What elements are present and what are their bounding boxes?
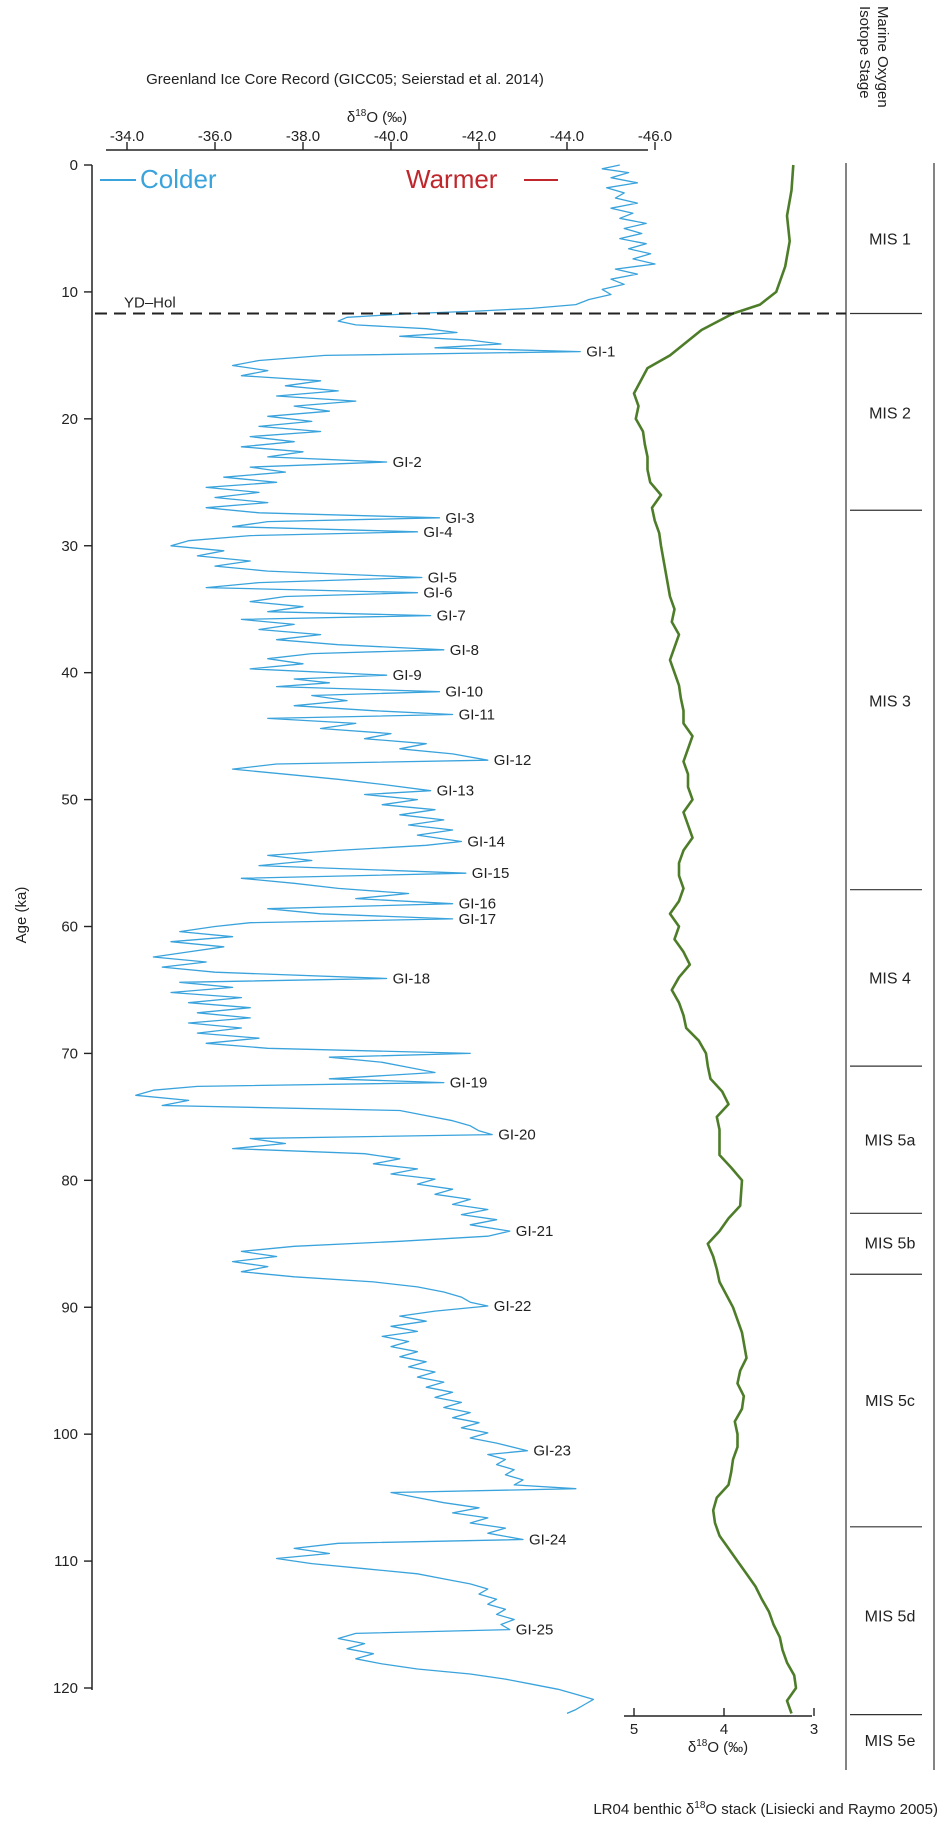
mis-stage-label: MIS 5e	[865, 1733, 916, 1750]
mis-stage-label: MIS 5c	[865, 1393, 915, 1410]
gi-label: GI-25	[516, 1622, 554, 1639]
left-axis-ticks: 0 10 20 30 40 50 60 70 80 90 100 110 120	[53, 157, 92, 1697]
bottom-tick-label: 4	[720, 1721, 728, 1738]
gi-label: GI-22	[494, 1298, 532, 1315]
top-axis-ticks: -34.0 -36.0 -38.0 -40.0 -42.0 -44.0 -46.0	[110, 128, 672, 150]
left-tick-label: 110	[54, 1553, 78, 1570]
gi-label: GI-17	[459, 911, 497, 928]
top-tick-label: -38.0	[286, 128, 320, 145]
left-tick-label: 0	[70, 157, 78, 174]
gi-label: GI-14	[467, 833, 505, 850]
greenland-series-line	[135, 164, 656, 1714]
mis-stage-label: MIS 3	[869, 694, 911, 711]
legend-colder-text: Colder	[140, 164, 217, 194]
gi-label: GI-20	[498, 1127, 536, 1144]
gi-label: GI-23	[533, 1443, 571, 1460]
mis-stage-label: MIS 5b	[865, 1236, 916, 1253]
mis-stage-label: MIS 1	[869, 232, 911, 249]
top-axis-title: δ18O (‰)	[347, 108, 407, 126]
gi-label: GI-24	[529, 1532, 567, 1549]
legend-warmer-text: Warmer	[406, 164, 498, 194]
bottom-tick-label: 5	[630, 1721, 638, 1738]
yd-hol-label: YD–Hol	[124, 294, 176, 311]
gi-label: GI-1	[586, 344, 615, 361]
mis-stage-label: MIS 2	[869, 405, 911, 422]
gi-label: GI-11	[459, 707, 495, 724]
gi-label: GI-4	[423, 524, 452, 541]
bottom-axis-title: δ18O (‰)	[688, 1738, 748, 1756]
top-tick-label: -40.0	[374, 128, 408, 145]
benthic-series-line	[632, 164, 798, 1714]
gi-label: GI-3	[445, 510, 474, 527]
mis-stages: MIS 1 MIS 2 MIS 3 MIS 4 MIS 5a MIS 5b MIS 5c MI…	[850, 232, 922, 1750]
gi-label: GI-8	[450, 642, 479, 659]
top-tick-label: -42.0	[462, 128, 496, 145]
gi-label: GI-9	[393, 667, 422, 684]
top-tick-label: -36.0	[198, 128, 232, 145]
gi-label: GI-5	[428, 569, 457, 586]
left-tick-label: 100	[53, 1426, 78, 1443]
left-tick-label: 80	[61, 1172, 78, 1189]
gi-label: GI-10	[445, 684, 483, 701]
top-tick-label: -46.0	[638, 128, 672, 145]
left-tick-label: 90	[61, 1299, 78, 1316]
bottom-caption: LR04 benthic δ18O stack (Lisiecki and Ra…	[593, 1800, 938, 1818]
gi-label: GI-12	[494, 752, 532, 769]
left-tick-label: 30	[61, 538, 78, 555]
mis-stage-label: MIS 5a	[865, 1133, 916, 1150]
gi-label: GI-7	[437, 608, 466, 625]
left-tick-label: 10	[61, 284, 78, 301]
top-tick-label: -34.0	[110, 128, 144, 145]
left-tick-label: 60	[61, 919, 78, 936]
gi-label: GI-2	[393, 454, 422, 471]
left-tick-label: 50	[61, 792, 78, 809]
gi-label: GI-6	[423, 585, 452, 602]
gi-labels: GI-1 GI-2 GI-3GI-4 GI-5GI-6 GI-7 GI-8 GI-9 GI-1…	[393, 344, 616, 1639]
top-tick-label: -44.0	[550, 128, 584, 145]
bottom-tick-label: 3	[810, 1721, 818, 1738]
chart-title: Greenland Ice Core Record (GICC05; Seier…	[146, 71, 544, 88]
left-tick-label: 120	[53, 1680, 78, 1697]
mis-stage-label: MIS 5d	[865, 1609, 916, 1626]
left-tick-label: 70	[61, 1045, 78, 1062]
mis-stage-label: MIS 4	[869, 970, 911, 987]
gi-label: GI-15	[472, 865, 510, 882]
bottom-axis-ticks: 5 4 3	[630, 1708, 818, 1738]
gi-label: GI-13	[437, 783, 475, 800]
mis-header-line-1: Marine Oxygen	[874, 6, 891, 108]
left-tick-label: 40	[61, 665, 78, 682]
gi-label: GI-18	[393, 971, 431, 988]
gi-label: GI-19	[450, 1075, 488, 1092]
age-axis-title: Age (ka)	[13, 887, 30, 944]
left-tick-label: 20	[61, 411, 78, 428]
mis-header-line-2: Isotope Stage	[856, 6, 873, 99]
gi-label: GI-16	[459, 896, 497, 913]
gi-label: GI-21	[516, 1223, 554, 1240]
